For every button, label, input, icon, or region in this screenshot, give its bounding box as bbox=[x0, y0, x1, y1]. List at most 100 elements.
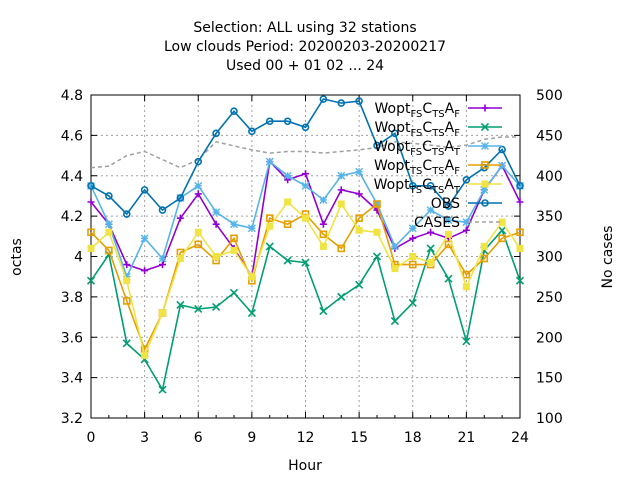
data-point bbox=[355, 97, 363, 105]
data-point bbox=[337, 200, 345, 208]
legend-label-2: WoptFSCTSAT bbox=[374, 139, 461, 158]
data-point bbox=[141, 351, 149, 359]
data-point bbox=[265, 157, 274, 166]
data-point bbox=[319, 306, 328, 316]
data-point bbox=[337, 292, 346, 301]
data-point bbox=[265, 214, 274, 222]
data-point bbox=[355, 280, 364, 289]
y2-tick-label: 450 bbox=[536, 128, 563, 144]
y-tick-label: 3.6 bbox=[61, 330, 83, 346]
x-tick-label: 24 bbox=[511, 430, 529, 446]
data-point bbox=[158, 254, 167, 263]
data-point bbox=[105, 228, 113, 236]
data-point bbox=[515, 276, 525, 285]
data-point bbox=[337, 99, 346, 107]
data-point bbox=[445, 230, 452, 238]
legend-marker-2 bbox=[481, 142, 489, 150]
data-point bbox=[498, 161, 507, 170]
data-point bbox=[229, 288, 239, 297]
data-point bbox=[247, 224, 256, 233]
y2-tick-label: 400 bbox=[536, 169, 563, 185]
data-point bbox=[337, 171, 346, 180]
data-point bbox=[122, 210, 131, 218]
chart-title-line-3: Used 00 + 01 02 ... 24 bbox=[226, 58, 384, 74]
data-point bbox=[426, 206, 435, 215]
data-point bbox=[498, 145, 506, 154]
data-point bbox=[391, 265, 399, 273]
data-point bbox=[355, 226, 363, 234]
data-point bbox=[408, 224, 417, 233]
data-point bbox=[480, 254, 489, 263]
data-point bbox=[302, 214, 309, 222]
data-point bbox=[319, 220, 327, 228]
data-point bbox=[212, 220, 220, 228]
data-point bbox=[319, 195, 328, 204]
data-point bbox=[140, 186, 149, 194]
data-point bbox=[122, 339, 131, 348]
x-tick-label: 9 bbox=[247, 430, 256, 446]
data-point bbox=[319, 95, 328, 103]
data-point bbox=[391, 129, 399, 138]
data-point bbox=[158, 385, 167, 394]
data-point bbox=[230, 220, 238, 229]
data-point bbox=[498, 226, 507, 235]
chart-title-line-1: Selection: ALL using 32 stations bbox=[193, 20, 416, 36]
data-point bbox=[283, 220, 292, 228]
legend-marker-3 bbox=[481, 161, 489, 169]
legend-label-cases: CASES bbox=[414, 215, 460, 231]
data-point bbox=[480, 185, 489, 194]
y2-tick-label: 200 bbox=[536, 330, 563, 346]
y-tick-label: 3.8 bbox=[61, 290, 83, 306]
data-point bbox=[319, 242, 327, 250]
data-point bbox=[426, 244, 435, 253]
y-tick-label: 4 bbox=[74, 250, 83, 266]
data-point bbox=[194, 304, 203, 314]
data-point bbox=[230, 107, 238, 115]
data-point bbox=[301, 258, 310, 267]
data-point bbox=[122, 272, 131, 281]
series-layer bbox=[86, 95, 525, 394]
data-point bbox=[86, 276, 96, 285]
series-2 bbox=[87, 157, 524, 281]
legend-label-4: WoptTSCTSAT bbox=[374, 177, 461, 196]
data-point bbox=[284, 198, 292, 206]
data-point bbox=[87, 182, 95, 190]
y2-tick-label: 300 bbox=[536, 250, 563, 266]
data-point bbox=[409, 253, 417, 260]
data-point bbox=[427, 228, 435, 236]
y-tick-label: 3.2 bbox=[61, 411, 83, 427]
data-point bbox=[516, 228, 524, 237]
x-tick-label: 0 bbox=[87, 430, 96, 446]
data-point bbox=[355, 190, 363, 198]
y-tick-label: 3.4 bbox=[61, 371, 83, 387]
data-point bbox=[212, 253, 220, 260]
legend-label-0: WoptFSCTSAF bbox=[375, 101, 461, 120]
data-point bbox=[194, 157, 203, 166]
series-4 bbox=[87, 198, 524, 359]
data-point bbox=[176, 194, 185, 202]
legend-label-3: WoptTSCTSAF bbox=[374, 158, 460, 177]
y2-tick-label: 250 bbox=[536, 290, 563, 306]
y-tick-label: 4.2 bbox=[61, 209, 83, 225]
data-point bbox=[158, 206, 167, 214]
data-point bbox=[123, 277, 131, 285]
data-point bbox=[283, 171, 292, 180]
data-point bbox=[480, 242, 488, 250]
data-point bbox=[230, 246, 238, 254]
x-tick-label: 15 bbox=[350, 430, 368, 446]
data-point bbox=[176, 255, 184, 263]
y2-tick-label: 350 bbox=[536, 209, 563, 225]
data-point bbox=[212, 302, 221, 312]
data-point bbox=[87, 244, 95, 252]
data-point bbox=[194, 228, 202, 236]
y-tick-label: 4.8 bbox=[61, 88, 83, 104]
data-point bbox=[140, 234, 149, 243]
data-point bbox=[247, 308, 256, 318]
data-point bbox=[516, 244, 524, 252]
data-point bbox=[265, 117, 274, 126]
data-point bbox=[462, 337, 471, 346]
data-point bbox=[194, 190, 202, 198]
data-point bbox=[372, 252, 382, 261]
data-point bbox=[159, 261, 166, 269]
